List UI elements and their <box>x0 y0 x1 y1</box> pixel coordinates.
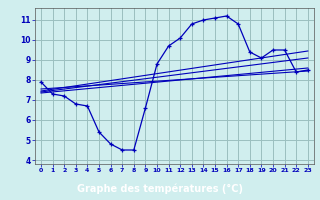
Text: Graphe des températures (°C): Graphe des températures (°C) <box>77 183 243 194</box>
